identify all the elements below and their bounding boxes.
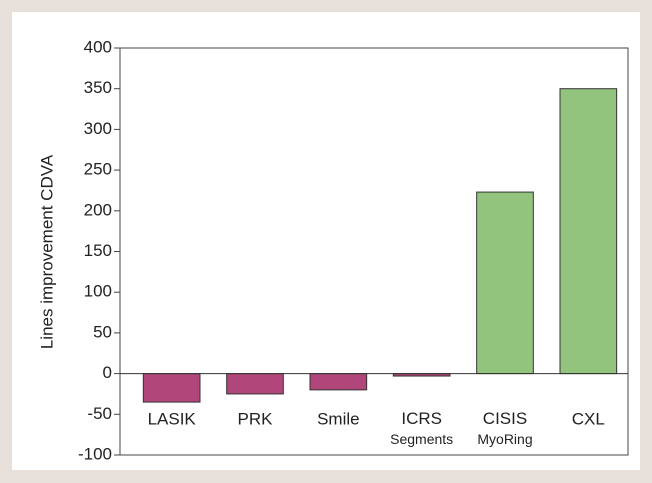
x-tick-label: LASIK <box>148 409 197 428</box>
x-tick-label: ICRS Segments <box>390 409 453 446</box>
y-tick-label: 300 <box>84 119 112 138</box>
bar <box>309 373 368 391</box>
x-tick-label: CXL <box>572 409 605 428</box>
y-tick-label: -50 <box>87 404 112 423</box>
y-tick-label: 50 <box>93 322 112 341</box>
x-tick-label: CISIS MyoRing <box>477 409 532 446</box>
bar <box>476 191 534 375</box>
y-tick-label: 200 <box>84 200 112 219</box>
y-tick-label: 350 <box>84 78 112 97</box>
bar <box>142 373 201 403</box>
y-tick-label: 100 <box>84 282 112 301</box>
x-tick-label: Smile <box>317 409 360 428</box>
bar <box>226 373 284 395</box>
y-tick-label: 400 <box>84 37 112 56</box>
y-tick-label: 150 <box>84 241 112 260</box>
y-axis-label: Lines improvement CDVA <box>37 154 56 349</box>
x-tick-label: PRK <box>238 409 274 428</box>
y-tick-label: 250 <box>84 160 112 179</box>
y-tick-label: -100 <box>78 444 112 463</box>
bar <box>559 88 618 375</box>
y-tick-label: 0 <box>103 363 112 382</box>
